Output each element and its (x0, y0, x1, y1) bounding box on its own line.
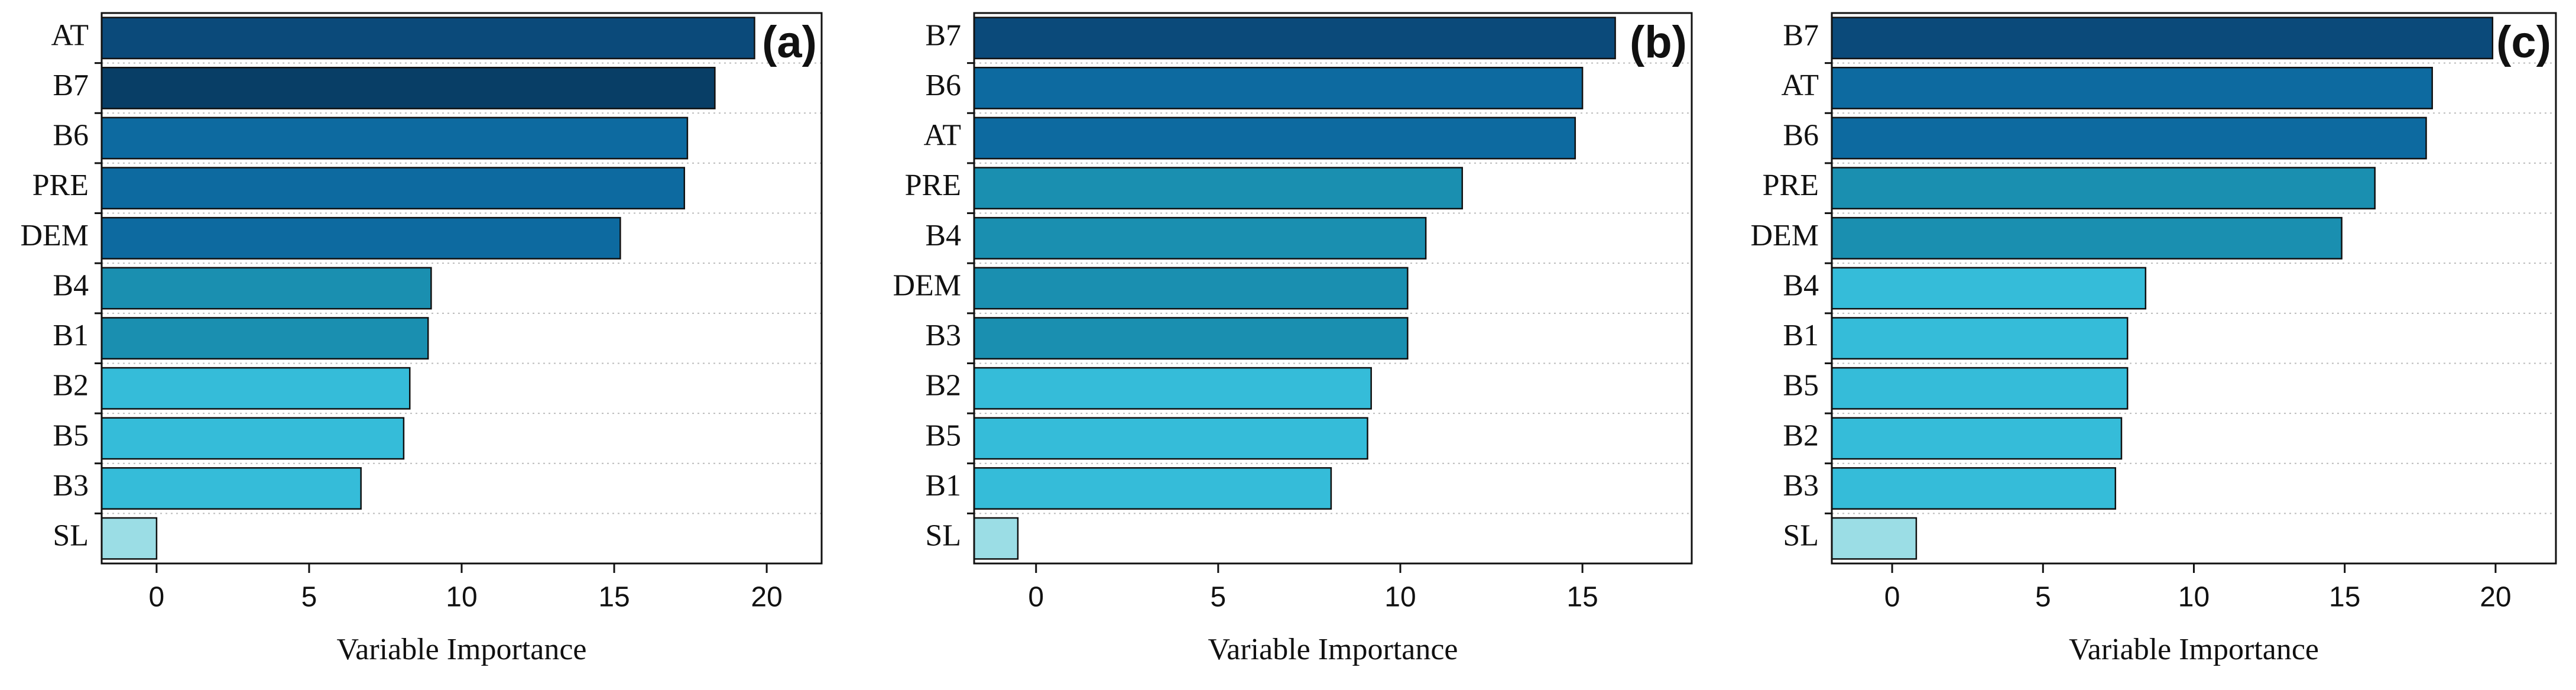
bar (100, 367, 411, 410)
bar (1831, 317, 2129, 360)
bar (973, 367, 1372, 410)
y-tick-label: B4 (53, 268, 89, 302)
bar (1831, 367, 2129, 410)
y-tick-label: AT (1781, 69, 1819, 102)
y-tick-label: B3 (53, 469, 89, 503)
y-tick-label: B5 (925, 419, 961, 452)
y-tick-label: B6 (925, 69, 961, 102)
y-tick-label: B2 (925, 369, 961, 403)
bar (1831, 116, 2427, 160)
y-tick-label: SL (1783, 519, 1819, 553)
panel-label: (a) (762, 17, 817, 67)
y-tick-label: B6 (1783, 119, 1819, 153)
bar (100, 17, 755, 60)
bar (973, 167, 1464, 210)
x-tick-label: 10 (2178, 582, 2210, 613)
x-tick-label: 10 (446, 582, 477, 613)
bar (1831, 267, 2147, 310)
y-tick-label: SL (925, 519, 961, 553)
bar (973, 417, 1368, 460)
bar (100, 67, 716, 109)
bar (100, 517, 158, 560)
x-tick-label: 15 (1566, 582, 1598, 613)
y-tick-label: B1 (53, 319, 89, 352)
y-tick-label: AT (923, 119, 961, 153)
x-tick-label: 0 (1884, 582, 1900, 613)
y-tick-label: DEM (893, 268, 961, 302)
panel-label: (b) (1630, 17, 1687, 67)
x-tick-label: 0 (1028, 582, 1044, 613)
x-axis-label: Variable Importance (1208, 633, 1458, 666)
bar (100, 116, 689, 160)
bar (100, 467, 362, 510)
bar (1831, 17, 2494, 60)
y-tick-label: B5 (53, 419, 89, 452)
bar (100, 216, 621, 260)
y-tick-label: DEM (1750, 219, 1819, 252)
bar (973, 267, 1409, 310)
x-tick-label: 20 (751, 582, 782, 613)
y-tick-label: PRE (905, 169, 961, 202)
bar (973, 116, 1576, 160)
y-tick-label: DEM (20, 219, 89, 252)
bar (1831, 467, 2117, 510)
x-tick-label: 0 (149, 582, 165, 613)
plot-frame (1831, 12, 2557, 565)
y-tick-label: B6 (53, 119, 89, 153)
bar (973, 67, 1584, 109)
y-tick-label: AT (51, 18, 89, 52)
bar (100, 317, 429, 360)
y-tick-label: B1 (1783, 319, 1819, 352)
y-tick-label: B7 (925, 18, 961, 52)
bar (973, 216, 1427, 260)
y-tick-label: B7 (1783, 18, 1819, 52)
x-axis-label: Variable Importance (2069, 633, 2319, 666)
x-tick-label: 15 (2329, 582, 2360, 613)
bar (1831, 417, 2123, 460)
bar (100, 417, 405, 460)
y-tick-label: B2 (53, 369, 89, 403)
bar (973, 517, 1019, 560)
x-tick-label: 20 (2480, 582, 2511, 613)
bar (100, 267, 432, 310)
x-axis-label: Variable Importance (336, 633, 586, 666)
plot-frame (973, 12, 1693, 565)
bar (973, 17, 1616, 60)
y-tick-label: B3 (1783, 469, 1819, 503)
bar (973, 317, 1409, 360)
bar (1831, 216, 2343, 260)
x-tick-label: 15 (598, 582, 630, 613)
y-tick-label: B2 (1783, 419, 1819, 452)
x-tick-label: 5 (2035, 582, 2051, 613)
panel-label: (c) (2496, 17, 2551, 67)
y-tick-label: B1 (925, 469, 961, 503)
bar (100, 167, 686, 210)
y-tick-label: B7 (53, 69, 89, 102)
bar (973, 467, 1332, 510)
bar (1831, 517, 1918, 560)
x-tick-label: 5 (301, 582, 317, 613)
y-tick-label: B4 (925, 219, 961, 252)
plot-frame (100, 12, 823, 565)
x-tick-label: 10 (1384, 582, 1416, 613)
y-tick-label: B3 (925, 319, 961, 352)
y-tick-label: PRE (33, 169, 89, 202)
x-tick-label: 5 (1211, 582, 1227, 613)
bar (1831, 67, 2433, 109)
y-tick-label: B5 (1783, 369, 1819, 403)
y-tick-label: SL (53, 519, 89, 553)
y-tick-label: PRE (1763, 169, 1819, 202)
bar (1831, 167, 2376, 210)
y-tick-label: B4 (1783, 268, 1819, 302)
